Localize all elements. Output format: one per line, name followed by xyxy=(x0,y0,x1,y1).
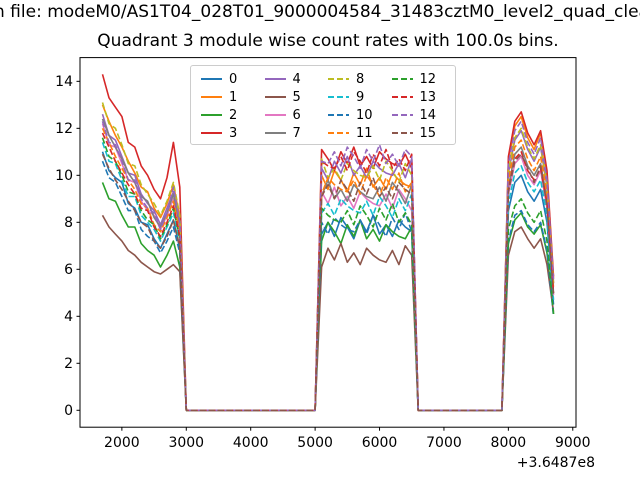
solid-line-sample-icon xyxy=(264,114,286,116)
legend-item-5: 5 xyxy=(264,88,319,106)
dashed-line-sample-icon xyxy=(391,114,413,116)
legend-item-3: 3 xyxy=(201,124,255,142)
legend-item-10: 10 xyxy=(328,106,382,124)
legend-item-8: 8 xyxy=(328,70,382,88)
dashed-line-sample-icon xyxy=(391,78,413,80)
x-tick-label: 3000 xyxy=(168,435,204,451)
legend-label: 14 xyxy=(419,107,437,123)
solid-line-sample-icon xyxy=(201,114,222,116)
dashed-line-sample-icon xyxy=(391,96,413,98)
x-tick-label: 9000 xyxy=(555,435,591,451)
legend-label: 8 xyxy=(356,71,365,87)
x-axis-offset-label: +3.6487e8 xyxy=(516,455,595,471)
series-line-15 xyxy=(101,153,555,412)
legend-label: 3 xyxy=(229,125,238,141)
solid-line-sample-icon xyxy=(264,96,286,98)
dashed-line-sample-icon xyxy=(328,132,349,134)
legend-label: 1 xyxy=(229,89,238,105)
dashed-line-sample-icon xyxy=(391,132,413,134)
legend-item-13: 13 xyxy=(391,88,446,106)
legend-label: 13 xyxy=(419,89,437,105)
legend-item-9: 9 xyxy=(328,88,382,106)
legend-label: 2 xyxy=(229,107,238,123)
solid-line-sample-icon xyxy=(264,132,286,134)
legend-item-2: 2 xyxy=(201,106,255,124)
legend-label: 10 xyxy=(356,107,373,123)
legend-label: 9 xyxy=(356,89,365,105)
series-line-13 xyxy=(101,132,555,412)
legend-item-0: 0 xyxy=(201,70,255,88)
y-tick-label: 8 xyxy=(64,215,73,231)
series-line-11 xyxy=(101,127,555,412)
series-lines xyxy=(101,74,555,412)
solid-line-sample-icon xyxy=(201,132,222,134)
x-tick-label: 7000 xyxy=(426,435,462,451)
legend-label: 4 xyxy=(292,71,301,87)
series-line-12 xyxy=(101,137,555,412)
legend-item-12: 12 xyxy=(391,70,446,88)
series-line-9 xyxy=(101,142,555,412)
series-line-3 xyxy=(101,74,555,412)
legend-label: 5 xyxy=(292,89,301,105)
legend-item-4: 4 xyxy=(264,70,319,88)
legend-item-7: 7 xyxy=(264,124,319,142)
chart-title: Quadrant 3 module wise count rates with … xyxy=(97,31,559,51)
solid-line-sample-icon xyxy=(264,78,286,80)
dashed-line-sample-icon xyxy=(328,96,349,98)
series-line-8 xyxy=(101,102,555,412)
series-line-10 xyxy=(101,160,555,412)
legend-label: 0 xyxy=(229,71,238,87)
y-tick-label: 10 xyxy=(55,168,73,184)
dashed-line-sample-icon xyxy=(328,114,349,116)
legend-item-11: 11 xyxy=(328,124,382,142)
series-line-6 xyxy=(101,123,555,412)
legend-label: 12 xyxy=(419,71,437,87)
legend-item-6: 6 xyxy=(264,106,319,124)
solid-line-sample-icon xyxy=(201,78,222,80)
axes: 2000 3000 4000 5000 6000 7000 8000 900002468101… xyxy=(55,57,591,451)
series-line-14 xyxy=(101,120,555,412)
series-line-0 xyxy=(101,151,555,412)
x-tick-label: 5000 xyxy=(297,435,333,451)
legend-label: 11 xyxy=(356,125,373,141)
y-tick-label: 0 xyxy=(64,403,73,419)
dashed-line-sample-icon xyxy=(328,78,349,80)
y-tick-label: 2 xyxy=(64,356,73,372)
solid-line-sample-icon xyxy=(201,96,222,98)
legend-label: 15 xyxy=(419,125,437,141)
legend-item-1: 1 xyxy=(201,88,255,106)
axes-frame xyxy=(79,57,577,428)
series-line-1 xyxy=(101,104,555,412)
suptitle: n file: modeM0/AS1T04_028T01_9000004584_… xyxy=(0,2,640,22)
y-tick-label: 14 xyxy=(55,74,73,90)
y-tick-label: 4 xyxy=(64,309,73,325)
legend: 0 1 2 3 4 5 6 7 8 9 10 11 12 13 14 15 xyxy=(190,65,456,145)
legend-label: 7 xyxy=(292,125,301,141)
y-tick-label: 6 xyxy=(64,262,73,278)
x-tick-label: 4000 xyxy=(233,435,269,451)
x-tick-label: 6000 xyxy=(362,435,398,451)
y-tick-label: 12 xyxy=(55,121,73,137)
legend-item-15: 15 xyxy=(391,124,446,142)
legend-label: 6 xyxy=(292,107,301,123)
legend-item-14: 14 xyxy=(391,106,446,124)
series-line-5 xyxy=(101,214,555,412)
x-tick-label: 2000 xyxy=(104,435,140,451)
x-tick-label: 8000 xyxy=(491,435,527,451)
